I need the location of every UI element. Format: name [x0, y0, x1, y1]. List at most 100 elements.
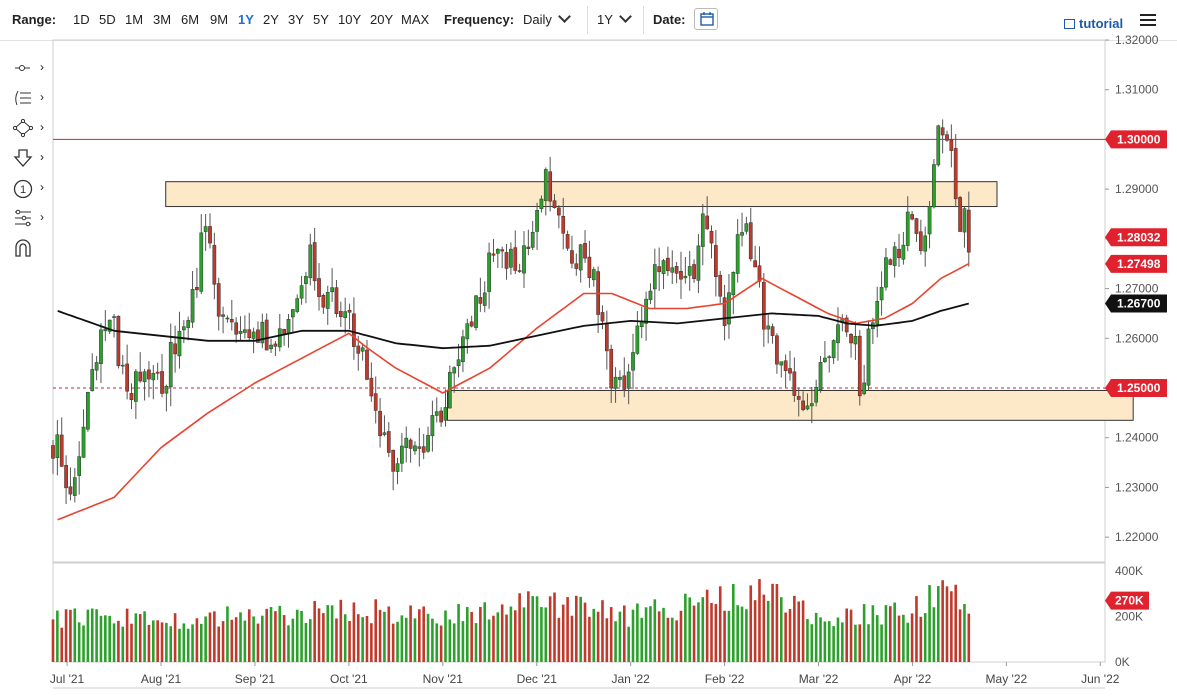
volume-bar	[60, 627, 64, 662]
svg-text:1: 1	[20, 184, 26, 196]
candle-body	[408, 439, 413, 449]
range-button-1m[interactable]: 1M	[125, 12, 144, 27]
volume-bar	[797, 601, 801, 662]
volume-bar	[605, 618, 609, 662]
candle-body	[491, 253, 496, 256]
volume-bar	[963, 604, 966, 662]
chevron-right-icon: ›	[40, 60, 44, 74]
candle-body	[500, 249, 505, 252]
tutorial-link[interactable]: tutorial	[1064, 16, 1123, 31]
volume-bar	[95, 609, 98, 662]
fib-tool-icon[interactable]: ›	[12, 88, 48, 110]
candle-body	[517, 270, 522, 272]
volume-bar	[841, 622, 844, 662]
range-button-1d[interactable]: 1D	[73, 12, 90, 27]
range-button-max[interactable]: MAX	[401, 12, 430, 27]
date-label: Date:	[653, 12, 686, 27]
volume-bar	[784, 612, 787, 662]
volume-bar	[134, 613, 138, 662]
volume-bar	[880, 624, 883, 662]
range-button-1y[interactable]: 1Y	[238, 12, 254, 27]
candle-body	[570, 250, 574, 264]
arrow-tool-icon[interactable]: ›	[12, 148, 48, 170]
x-tick-label: Jun '22	[1081, 672, 1120, 686]
range-button-20y[interactable]: 20Y	[370, 12, 394, 27]
candle-body	[744, 223, 749, 232]
volume-bar	[806, 619, 809, 662]
volume-bar	[99, 615, 103, 662]
candle-body	[51, 445, 55, 459]
candle-body	[509, 248, 513, 268]
film-icon	[1064, 19, 1075, 29]
volume-bar	[561, 604, 565, 662]
volume-bar	[439, 625, 443, 662]
candle-body	[321, 295, 326, 308]
upper-resistance-zone	[165, 181, 998, 208]
range-button-3y[interactable]: 3Y	[288, 12, 304, 27]
range-button-9m[interactable]: 9M	[210, 12, 229, 27]
x-tick-label: Jan '22	[611, 672, 650, 686]
candle-body	[827, 356, 832, 358]
candle-body	[229, 318, 234, 323]
counter-tool-icon[interactable]: 1 ›	[12, 178, 48, 200]
range-button-10y[interactable]: 10Y	[338, 12, 362, 27]
candle-body	[155, 371, 160, 374]
candle-body	[761, 281, 766, 330]
volume-tick-label: 400K	[1115, 564, 1143, 578]
volume-bar	[51, 619, 55, 662]
volume-bar	[173, 613, 177, 662]
volume-bar	[496, 612, 500, 662]
volume-badge-label: 270K	[1115, 594, 1144, 608]
tutorial-label: tutorial	[1079, 16, 1124, 31]
y-tick-label: 1.31000	[1115, 83, 1159, 97]
magnet-icon[interactable]	[12, 238, 48, 260]
candle-body	[256, 329, 260, 343]
candle-body	[212, 245, 217, 285]
volume-bars	[51, 579, 971, 662]
volume-bar	[762, 594, 766, 662]
range-button-2y[interactable]: 2Y	[263, 12, 279, 27]
candle-body	[482, 292, 487, 306]
y-tick-label: 1.22000	[1115, 530, 1159, 544]
candle-body	[661, 260, 666, 274]
calendar-icon[interactable]	[694, 8, 718, 30]
candle-body	[338, 311, 343, 317]
range-button-5y[interactable]: 5Y	[313, 12, 329, 27]
volume-bar	[304, 622, 308, 662]
candle-body	[173, 343, 177, 355]
candle-body	[72, 477, 77, 496]
candle-body	[487, 252, 491, 292]
candle-body	[631, 352, 635, 371]
pitchfork-tool-icon[interactable]: ›	[12, 208, 48, 230]
candle-body	[626, 371, 631, 389]
price-badge	[1105, 294, 1167, 313]
volume-bar	[622, 605, 626, 662]
candle-body	[522, 245, 526, 274]
range-button-5d[interactable]: 5D	[99, 12, 116, 27]
candle-body	[953, 148, 958, 200]
volume-bar	[217, 626, 221, 662]
volume-bar	[544, 607, 548, 662]
line-tool-icon[interactable]: ›	[12, 58, 48, 80]
candle-body	[914, 218, 919, 234]
volume-bar	[90, 608, 94, 662]
range-button-6m[interactable]: 6M	[181, 12, 200, 27]
volume-bar	[152, 620, 155, 662]
volume-bar	[239, 612, 242, 662]
volume-bar	[662, 607, 665, 662]
candle-body	[574, 263, 579, 269]
candle-body	[609, 348, 614, 389]
volume-bar	[527, 591, 530, 662]
shape-tool-icon[interactable]: ›	[12, 118, 48, 140]
volume-bar	[688, 597, 692, 662]
volume-bar	[758, 579, 761, 662]
range-button-3m[interactable]: 3M	[153, 12, 172, 27]
chevron-right-icon: ›	[40, 120, 44, 134]
volume-bar	[147, 624, 151, 662]
period-select[interactable]: 1Y	[597, 10, 632, 27]
frequency-select[interactable]: Daily	[523, 10, 571, 27]
volume-bar	[448, 619, 452, 662]
volume-bar	[278, 605, 282, 662]
hamburger-icon[interactable]	[1140, 14, 1156, 26]
